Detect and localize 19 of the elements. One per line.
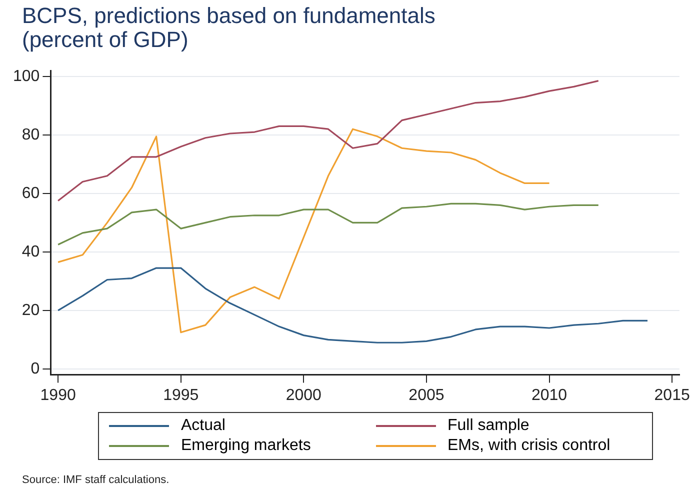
x-tick-label: 2010	[531, 386, 568, 404]
y-tick-label: 100	[12, 68, 40, 85]
y-tick-label: 20	[22, 302, 40, 319]
y-tick-label: 0	[30, 360, 40, 378]
legend-label: Full sample	[448, 417, 530, 435]
chart-title: BCPS, predictions based on fundamentals	[22, 3, 436, 28]
legend-label: EMs, with crisis control	[448, 437, 610, 455]
y-tick-label: 40	[22, 243, 40, 260]
source-note: Source: IMF staff calculations.	[22, 474, 170, 486]
x-tick-label: 2000	[286, 386, 322, 404]
chart-subtitle: (percent of GDP)	[22, 27, 188, 52]
x-tick-label: 1995	[163, 386, 199, 404]
y-tick-label: 60	[22, 184, 40, 202]
x-tick-label: 1990	[40, 386, 76, 404]
legend-label: Actual	[181, 417, 226, 435]
y-tick-label: 80	[22, 126, 40, 144]
x-tick-label: 2005	[408, 386, 444, 404]
legend-label: Emerging markets	[181, 437, 311, 455]
x-tick-label: 2015	[654, 386, 690, 404]
